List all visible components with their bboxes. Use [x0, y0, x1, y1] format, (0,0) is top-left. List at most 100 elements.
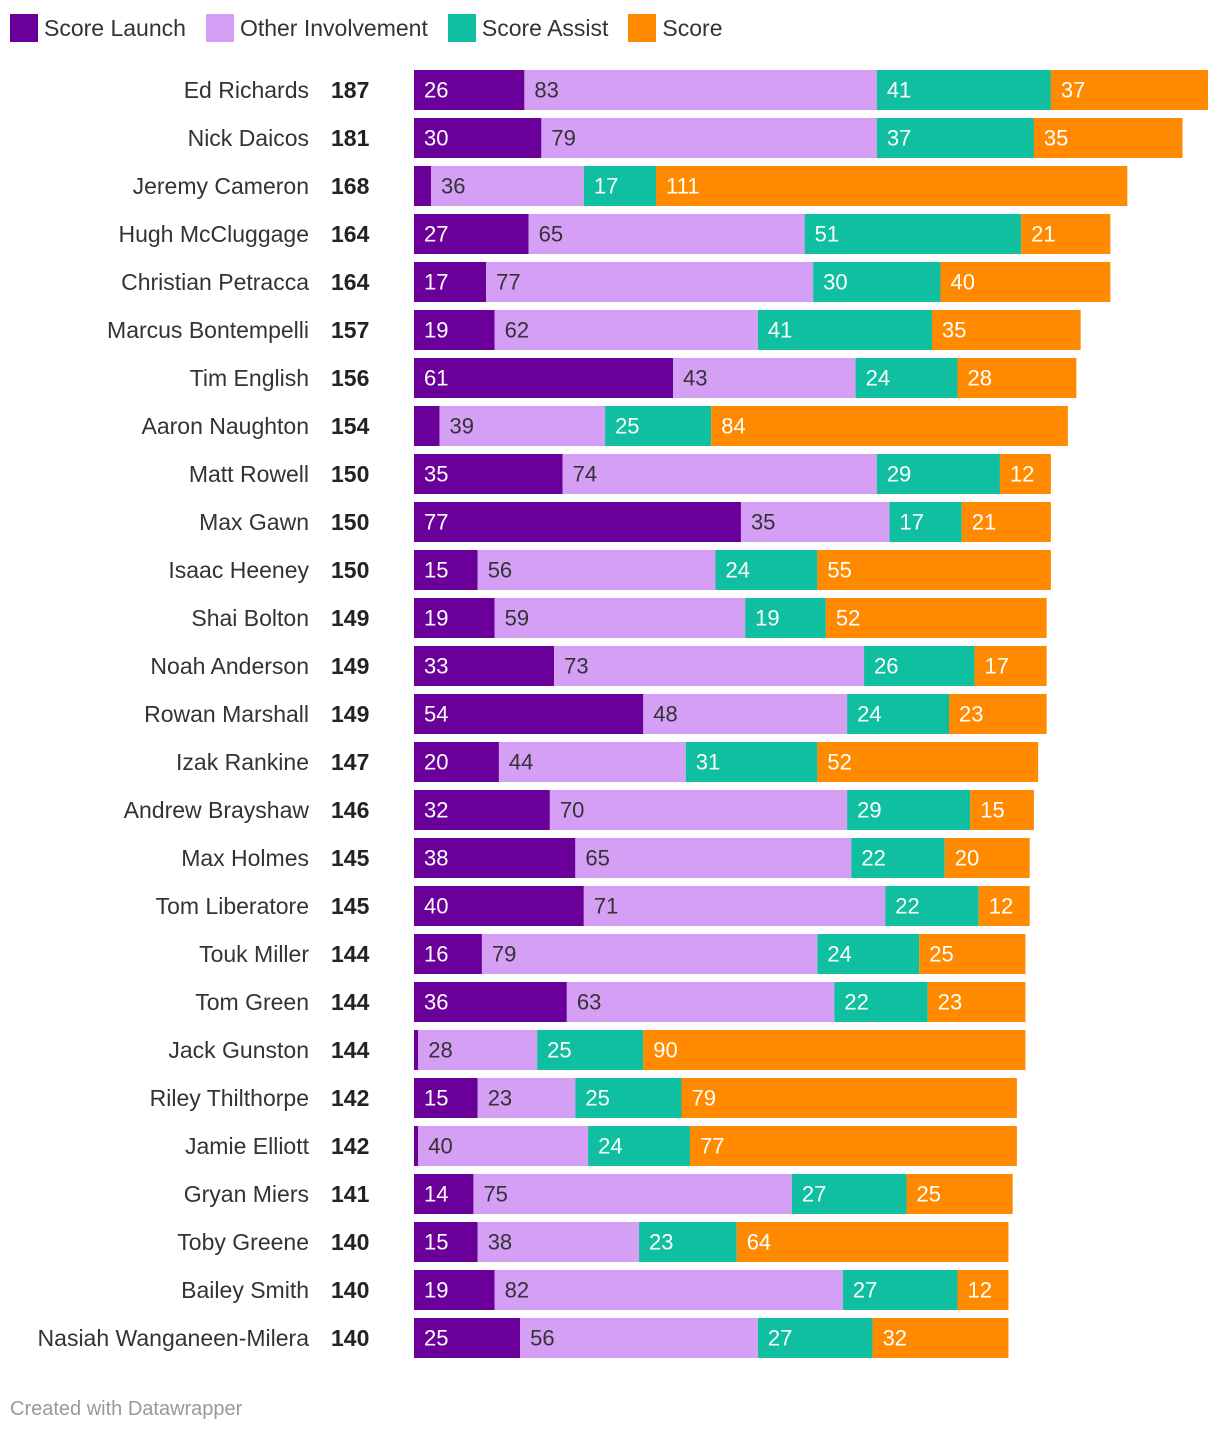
total-value: 150 [331, 509, 369, 535]
segment-label: 27 [853, 1278, 877, 1303]
player-name: Touk Miller [199, 941, 309, 967]
segment-label: 24 [857, 702, 881, 727]
segment-label: 17 [984, 654, 1008, 679]
bar-segment [575, 1078, 682, 1118]
bar-segment [414, 790, 550, 830]
player-name: Aaron Naughton [141, 413, 309, 439]
bar-segment [414, 934, 482, 974]
segment-label: 64 [747, 1230, 771, 1255]
bar-segment [583, 886, 886, 926]
bar-row: Jack Gunston 144 28 25 90 [168, 1030, 1026, 1070]
total-value: 154 [331, 413, 370, 439]
segment-label: 32 [883, 1326, 907, 1351]
bar-segment [524, 70, 877, 110]
segment-label: 17 [424, 270, 448, 295]
player-name: Shai Bolton [191, 605, 309, 631]
segment-label: 54 [424, 702, 448, 727]
segment-label: 15 [424, 1230, 448, 1255]
segment-label: 44 [509, 750, 533, 775]
bar-segment [439, 406, 606, 446]
bar-row: Isaac Heeney 150 15 56 24 55 [168, 550, 1051, 590]
player-name: Tom Liberatore [156, 893, 309, 919]
segment-label: 19 [424, 318, 448, 343]
bar-row: Ed Richards 187 26 83 41 37 [184, 70, 1208, 110]
segment-label: 77 [424, 510, 448, 535]
bar-segment [643, 694, 848, 734]
bar-segment [414, 646, 555, 686]
bar-row: Marcus Bontempelli 157 19 62 41 35 [107, 310, 1081, 350]
bar-segment [414, 502, 741, 542]
bar-segment [1021, 214, 1111, 254]
player-name: Noah Anderson [150, 653, 309, 679]
total-value: 156 [331, 365, 369, 391]
player-name: Nick Daicos [188, 125, 309, 151]
bar-row: Jeremy Cameron 168 36 17 111 [133, 166, 1128, 206]
bar-segment [575, 838, 852, 878]
segment-label: 23 [938, 990, 962, 1015]
bar-segment [414, 1126, 419, 1166]
bar-segment [414, 598, 495, 638]
player-name: Bailey Smith [181, 1277, 309, 1303]
segment-label: 52 [827, 750, 851, 775]
segment-label: 12 [967, 1278, 991, 1303]
total-value: 142 [331, 1133, 369, 1159]
chart-legend: Score Launch Other Involvement Score Assis… [10, 12, 743, 44]
player-name: Isaac Heeney [168, 557, 309, 583]
player-name: Christian Petracca [121, 269, 309, 295]
bar-segment [494, 310, 758, 350]
bar-segment [414, 166, 431, 206]
segment-label: 17 [900, 510, 924, 535]
bar-segment [876, 454, 1000, 494]
segment-label: 79 [691, 1086, 715, 1111]
bar-segment [414, 1270, 495, 1310]
segment-label: 75 [483, 1182, 507, 1207]
segment-label: 33 [424, 654, 448, 679]
legend-swatch [447, 14, 476, 42]
bar-segment [583, 166, 657, 206]
bar-segment [414, 310, 495, 350]
player-name: Rowan Marshall [144, 701, 309, 727]
segment-label: 21 [972, 510, 996, 535]
segment-label: 40 [951, 270, 975, 295]
bar-row: Tim English 156 61 43 24 28 [190, 358, 1077, 398]
bar-segment [876, 118, 1034, 158]
bar-segment [605, 406, 712, 446]
segment-label: 32 [424, 798, 448, 823]
player-name: Matt Rowell [189, 461, 309, 487]
bar-segment [817, 550, 1051, 590]
bar-segment [494, 598, 746, 638]
bar-segment [736, 1222, 1009, 1262]
bar-segment [414, 694, 644, 734]
bar-segment [414, 118, 542, 158]
bar-segment [554, 646, 865, 686]
bar-segment [477, 550, 716, 590]
segment-label: 51 [815, 222, 839, 247]
segment-label: 19 [424, 606, 448, 631]
total-value: 187 [331, 77, 369, 103]
segment-label: 27 [424, 222, 448, 247]
player-name: Jamie Elliott [185, 1133, 310, 1159]
bar-row: Gryan Miers 141 14 75 27 25 [184, 1174, 1013, 1214]
bar-segment [418, 1126, 589, 1166]
bar-segment [673, 358, 856, 398]
bar-segment [834, 982, 928, 1022]
segment-label: 40 [424, 894, 448, 919]
segment-label: 43 [683, 366, 707, 391]
bar-segment [418, 1030, 538, 1070]
bar-row: Christian Petracca 164 17 77 30 40 [121, 262, 1111, 302]
bar-segment [851, 838, 945, 878]
legend-label: Score Launch [44, 14, 186, 41]
bar-segment [715, 550, 818, 590]
segment-label: 77 [700, 1134, 724, 1159]
segment-label: 12 [1010, 462, 1034, 487]
bar-segment [876, 70, 1051, 110]
segment-label: 29 [887, 462, 911, 487]
bar-segment [872, 1318, 1009, 1358]
segment-label: 70 [560, 798, 584, 823]
player-name: Ed Richards [184, 77, 309, 103]
bar-segment [477, 1078, 576, 1118]
bar-segment [414, 406, 440, 446]
bar-segment [477, 1222, 640, 1262]
player-name: Riley Thilthorpe [150, 1085, 309, 1111]
bar-segment [566, 982, 835, 1022]
